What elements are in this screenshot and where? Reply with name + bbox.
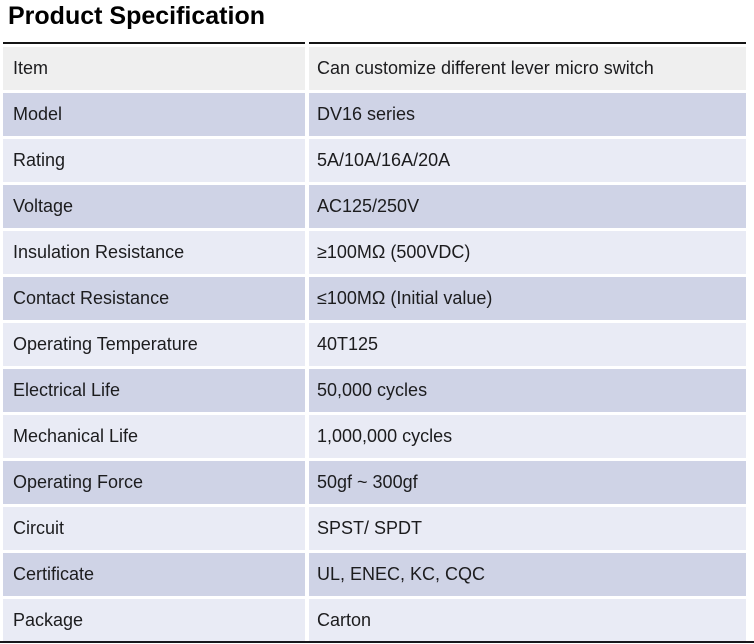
spec-label-cell: Rating (3, 139, 305, 182)
table-row: Model DV16 series (3, 93, 746, 136)
spec-table-rows: Item Can customize different lever micro… (3, 45, 746, 642)
table-row: Rating 5A/10A/16A/20A (3, 139, 746, 182)
spec-label-cell: Certificate (3, 553, 305, 596)
table-row: Operating Temperature 40T125 (3, 323, 746, 366)
spec-value-cell: SPST/ SPDT (309, 507, 746, 550)
table-row: Circuit SPST/ SPDT (3, 507, 746, 550)
table-row: Package Carton (3, 599, 746, 642)
table-row: Item Can customize different lever micro… (3, 47, 746, 90)
spec-label-cell: Operating Force (3, 461, 305, 504)
spec-label-cell: Insulation Resistance (3, 231, 305, 274)
spec-label-cell: Electrical Life (3, 369, 305, 412)
table-row: Insulation Resistance ≥100MΩ (500VDC) (3, 231, 746, 274)
spec-value-cell: 50gf ~ 300gf (309, 461, 746, 504)
spec-label-cell: Circuit (3, 507, 305, 550)
spec-table: Item Can customize different lever micro… (3, 42, 746, 642)
spec-label-cell: Item (3, 47, 305, 90)
spec-value-cell: 1,000,000 cycles (309, 415, 746, 458)
table-bottom-border (0, 641, 754, 643)
spec-label-cell: Contact Resistance (3, 277, 305, 320)
spec-value-cell: ≥100MΩ (500VDC) (309, 231, 746, 274)
table-top-border-right-segment (309, 42, 746, 44)
spec-label-cell: Package (3, 599, 305, 642)
spec-value-cell: Carton (309, 599, 746, 642)
table-row: Mechanical Life 1,000,000 cycles (3, 415, 746, 458)
spec-label-cell: Voltage (3, 185, 305, 228)
spec-value-cell: UL, ENEC, KC, CQC (309, 553, 746, 596)
spec-label-cell: Mechanical Life (3, 415, 305, 458)
table-column-divider (305, 42, 309, 44)
spec-value-cell: ≤100MΩ (Initial value) (309, 277, 746, 320)
table-top-border-left-segment (3, 42, 305, 44)
spec-value-cell: AC125/250V (309, 185, 746, 228)
table-row: Certificate UL, ENEC, KC, CQC (3, 553, 746, 596)
spec-value-cell: 50,000 cycles (309, 369, 746, 412)
table-row: Operating Force 50gf ~ 300gf (3, 461, 746, 504)
table-top-border (3, 42, 746, 44)
spec-value-cell: Can customize different lever micro swit… (309, 47, 746, 90)
page-title: Product Specification (8, 2, 265, 30)
spec-value-cell: 5A/10A/16A/20A (309, 139, 746, 182)
table-row: Electrical Life 50,000 cycles (3, 369, 746, 412)
spec-label-cell: Model (3, 93, 305, 136)
table-row: Contact Resistance ≤100MΩ (Initial value… (3, 277, 746, 320)
spec-value-cell: 40T125 (309, 323, 746, 366)
spec-label-cell: Operating Temperature (3, 323, 305, 366)
table-row: Voltage AC125/250V (3, 185, 746, 228)
spec-value-cell: DV16 series (309, 93, 746, 136)
